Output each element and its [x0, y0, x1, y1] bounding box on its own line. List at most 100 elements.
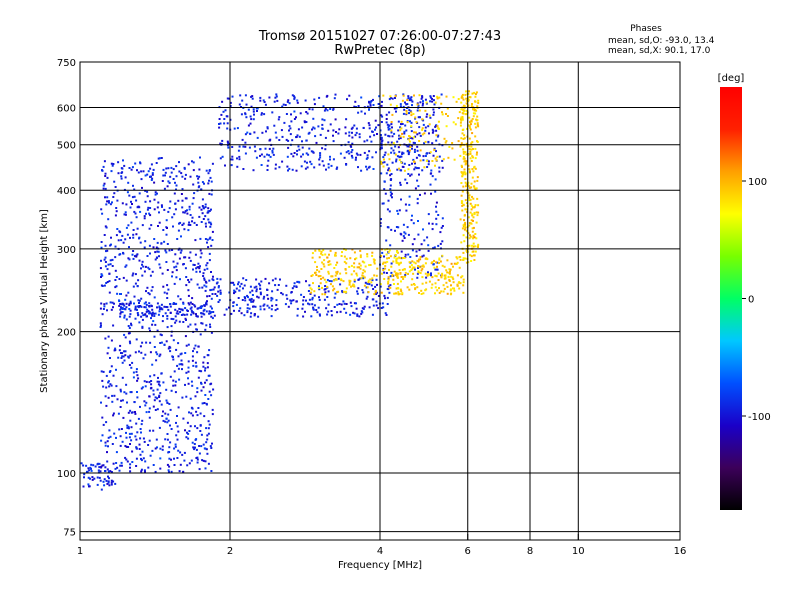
data-point — [252, 110, 255, 113]
data-point — [366, 156, 369, 159]
data-point — [109, 244, 112, 247]
data-point — [122, 355, 125, 358]
data-point — [112, 306, 114, 309]
data-point — [82, 485, 85, 488]
data-point — [419, 193, 421, 196]
data-point — [200, 221, 203, 223]
data-point — [438, 155, 441, 158]
data-point — [165, 388, 168, 391]
y-axis-label: Stationary phase Virtual Height [km] — [39, 209, 50, 393]
data-point — [453, 262, 456, 265]
data-point — [173, 370, 176, 373]
data-point — [408, 112, 410, 115]
data-point — [475, 237, 478, 240]
data-point — [162, 381, 165, 384]
data-point — [107, 470, 110, 473]
data-point — [104, 225, 107, 228]
data-point — [176, 310, 179, 313]
data-point — [204, 381, 206, 384]
data-point — [201, 212, 204, 215]
data-point — [184, 317, 187, 320]
data-point — [350, 151, 353, 154]
data-point — [112, 324, 115, 327]
data-point — [462, 257, 465, 260]
data-point — [125, 431, 127, 434]
data-point — [135, 438, 138, 441]
data-point — [461, 118, 464, 121]
data-point — [245, 103, 248, 106]
data-point — [308, 284, 311, 287]
data-point — [417, 233, 420, 236]
data-point — [136, 379, 139, 382]
data-point — [161, 320, 164, 323]
data-point — [464, 199, 467, 202]
data-point — [229, 101, 232, 104]
data-point — [165, 251, 168, 254]
data-point — [133, 188, 136, 191]
data-point — [460, 142, 463, 145]
data-point — [381, 202, 384, 205]
data-point — [146, 315, 148, 318]
data-point — [355, 152, 358, 155]
data-point — [236, 165, 239, 168]
data-point — [193, 221, 196, 224]
data-point — [320, 268, 323, 270]
data-point — [170, 166, 173, 169]
data-point — [285, 113, 288, 115]
data-point — [202, 218, 205, 220]
data-point — [120, 399, 123, 402]
data-point — [128, 308, 131, 310]
data-point — [310, 291, 313, 294]
data-point — [323, 259, 326, 262]
data-point — [472, 112, 475, 115]
data-point — [126, 233, 129, 236]
data-point — [298, 148, 301, 151]
data-point — [382, 156, 385, 159]
data-point — [475, 118, 478, 121]
data-point — [408, 149, 411, 152]
data-point — [408, 270, 411, 273]
data-point — [411, 249, 414, 252]
data-point — [325, 168, 327, 171]
data-point — [401, 151, 404, 154]
data-point — [477, 243, 480, 246]
data-point — [448, 145, 451, 148]
data-point — [443, 265, 446, 268]
data-point — [117, 356, 120, 359]
data-point — [349, 257, 352, 260]
data-point — [450, 262, 453, 265]
data-point — [178, 378, 181, 381]
data-point — [293, 285, 296, 288]
data-point — [468, 137, 471, 140]
data-point — [381, 115, 384, 118]
data-point — [380, 104, 383, 107]
data-point — [387, 199, 390, 202]
data-point — [336, 270, 339, 273]
data-point — [114, 214, 117, 217]
data-point — [244, 152, 247, 155]
data-point — [426, 113, 429, 116]
data-point — [441, 272, 444, 275]
data-point — [412, 113, 415, 115]
data-point — [148, 429, 151, 432]
data-point — [437, 244, 440, 247]
data-point — [438, 170, 441, 173]
data-point — [333, 267, 336, 269]
data-point — [313, 290, 316, 293]
data-point — [461, 166, 463, 168]
data-point — [131, 253, 134, 256]
data-point — [404, 253, 407, 256]
data-point — [104, 244, 107, 247]
data-point — [396, 275, 398, 278]
data-point — [175, 184, 178, 187]
data-point — [435, 150, 437, 153]
data-point — [318, 163, 321, 166]
data-point — [190, 412, 193, 415]
data-point — [387, 169, 390, 172]
data-point — [389, 286, 392, 289]
data-point — [329, 249, 332, 252]
data-point — [115, 210, 118, 213]
data-point — [414, 166, 417, 169]
data-point — [351, 284, 354, 287]
